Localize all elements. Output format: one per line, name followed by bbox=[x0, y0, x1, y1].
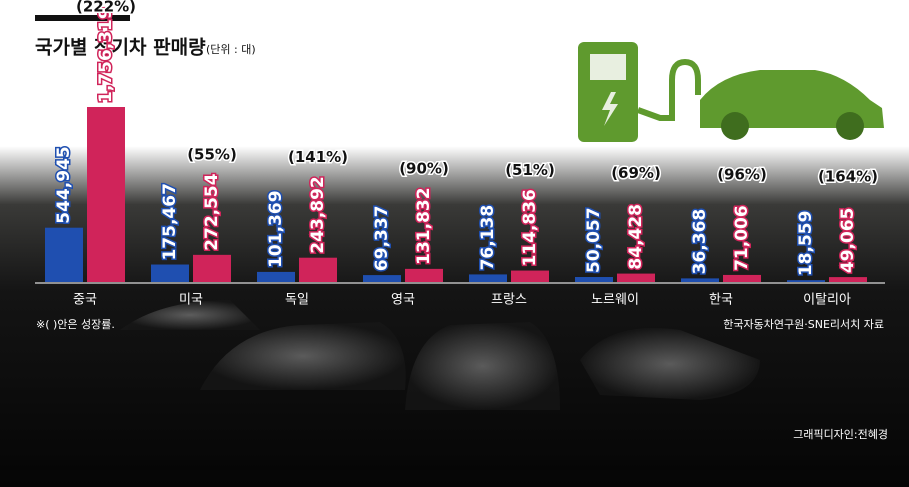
growth-label: (141%) bbox=[288, 148, 348, 166]
bar bbox=[681, 278, 719, 282]
bar bbox=[45, 227, 83, 282]
value-label: 50,057 bbox=[584, 207, 604, 273]
x-tick-label: 프랑스 bbox=[491, 293, 527, 308]
x-tick-label: 노르웨이 bbox=[591, 293, 639, 308]
unit-label: (단위 : 대) bbox=[206, 43, 256, 56]
ev-illustration bbox=[578, 42, 884, 142]
value-label: 544,945 bbox=[54, 146, 74, 223]
x-tick-label: 독일 bbox=[285, 293, 309, 308]
value-label: 101,369 bbox=[266, 190, 286, 267]
value-label: 243,892 bbox=[308, 176, 328, 253]
growth-label: (96%) bbox=[717, 165, 767, 183]
bar bbox=[193, 254, 231, 282]
bar bbox=[511, 270, 549, 282]
bar bbox=[723, 274, 761, 282]
bar bbox=[405, 268, 443, 282]
value-label: 76,138 bbox=[478, 205, 498, 271]
value-label: 69,337 bbox=[372, 205, 392, 271]
x-tick-label: 이탈리아 bbox=[803, 293, 851, 308]
value-label: 131,832 bbox=[414, 187, 434, 264]
chart-title: 국가별 전기차 판매량 bbox=[35, 37, 206, 59]
x-tick-label: 미국 bbox=[179, 293, 203, 308]
growth-label: (164%) bbox=[818, 168, 878, 186]
car-silhouettes bbox=[120, 300, 760, 410]
growth-label: (51%) bbox=[505, 161, 555, 179]
source: 한국자동차연구원·SNE리서치 자료 bbox=[723, 318, 884, 331]
value-label: 175,467 bbox=[160, 183, 180, 260]
note: ※( )안은 성장률. bbox=[36, 318, 115, 331]
value-label: 84,428 bbox=[626, 204, 646, 270]
value-label: 49,065 bbox=[838, 208, 858, 274]
bar bbox=[363, 275, 401, 282]
bar bbox=[829, 277, 867, 282]
bar bbox=[257, 271, 295, 282]
bar bbox=[575, 277, 613, 282]
bar bbox=[469, 274, 507, 282]
growth-label: (55%) bbox=[187, 145, 237, 163]
bar bbox=[299, 257, 337, 282]
bar bbox=[151, 264, 189, 282]
value-label: 1,756,319 bbox=[96, 7, 116, 103]
bar bbox=[87, 107, 125, 282]
bar bbox=[787, 280, 825, 282]
x-tick-label: 한국 bbox=[709, 293, 733, 308]
x-tick-label: 중국 bbox=[73, 293, 97, 308]
value-label: 114,836 bbox=[520, 189, 540, 266]
x-tick-label: 영국 bbox=[391, 293, 415, 308]
value-label: 18,559 bbox=[796, 211, 816, 277]
growth-label: (69%) bbox=[611, 164, 661, 182]
value-label: 71,006 bbox=[732, 205, 752, 271]
bar bbox=[617, 273, 655, 282]
growth-label: (90%) bbox=[399, 159, 449, 177]
value-label: 272,554 bbox=[202, 173, 222, 251]
growth-label: (222%) bbox=[76, 0, 136, 16]
value-label: 36,368 bbox=[690, 209, 710, 275]
title-bar bbox=[35, 15, 130, 21]
credit: 그래픽디자인:전혜경 bbox=[793, 428, 888, 441]
